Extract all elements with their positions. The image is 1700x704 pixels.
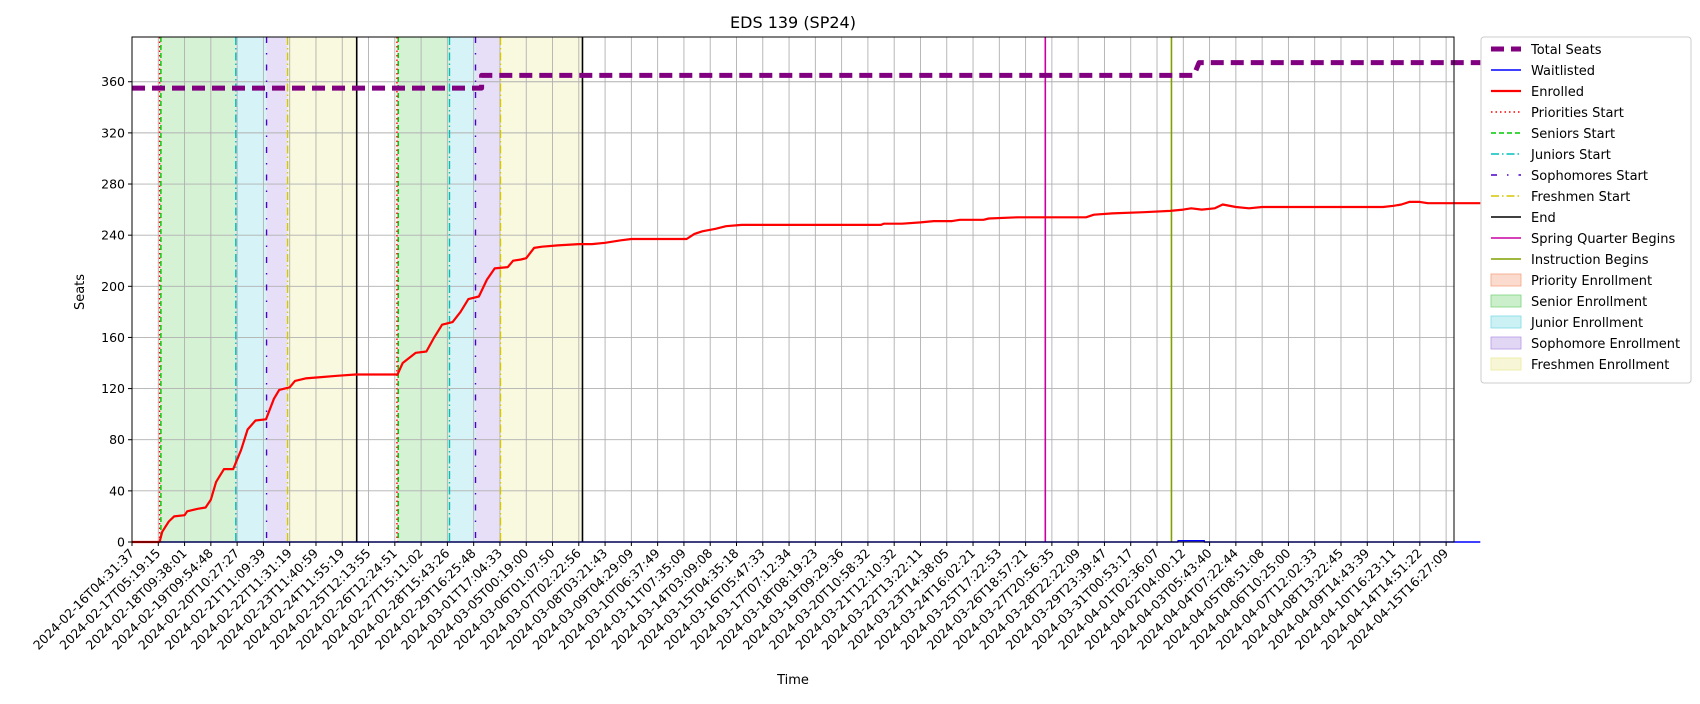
chart-title: EDS 139 (SP24): [730, 13, 856, 32]
seniors-start-legend-label: Seniors Start: [1531, 127, 1615, 142]
sophomore-enrollment-region: [266, 37, 288, 542]
total-seats-legend-label: Total Seats: [1530, 43, 1602, 58]
instruction-begins-legend-label: Instruction Begins: [1531, 253, 1649, 268]
x-axis-ticks: 2024-02-16T04:31:372024-02-17T05:19:1520…: [30, 542, 1451, 653]
priorities-start-legend-label: Priorities Start: [1531, 106, 1624, 121]
priority-enrollment-legend-label: Priority Enrollment: [1531, 274, 1652, 289]
y-tick-label: 80: [109, 432, 125, 447]
junior-enrollment-region: [449, 37, 476, 542]
senior-enrollment-region: [160, 37, 236, 542]
legend: Total Seats Waitlisted Enrolled Priorities …: [1480, 36, 1692, 384]
junior-enrollment-region: [235, 37, 267, 542]
total-seats-series-line: [132, 60, 1481, 91]
y-tick-label: 0: [117, 535, 125, 550]
y-tick-label: 160: [101, 330, 125, 345]
freshmen-enrollment-legend-label: Freshmen Enrollment: [1531, 358, 1669, 373]
senior-enrollment-legend-swatch: [1490, 294, 1522, 308]
freshmen-enrollment-region: [287, 37, 357, 542]
y-tick-label: 120: [101, 381, 125, 396]
sophomore-enrollment-legend-swatch: [1490, 336, 1522, 350]
y-tick-label: 320: [101, 125, 125, 140]
priority-enrollment-legend-swatch: [1490, 273, 1522, 287]
y-tick-label: 40: [109, 483, 125, 498]
sophomore-enrollment-region: [475, 37, 501, 542]
legend-box: [1480, 36, 1692, 384]
senior-enrollment-legend-label: Senior Enrollment: [1531, 295, 1647, 310]
x-axis-label: Time: [776, 673, 809, 688]
y-tick-label: 280: [101, 177, 125, 192]
juniors-start-legend-label: Juniors Start: [1530, 148, 1611, 163]
junior-enrollment-legend-swatch: [1490, 315, 1522, 329]
plot-frame: [131, 36, 1455, 543]
freshmen-start-legend-label: Freshmen Start: [1531, 190, 1630, 205]
y-axis-ticks: 0 40 80 120 160 200 240 280 320 360: [101, 74, 132, 550]
sophomore-enrollment-legend-label: Sophomore Enrollment: [1531, 337, 1680, 352]
y-tick-label: 240: [101, 228, 125, 243]
y-tick-label: 360: [101, 74, 125, 89]
end-legend-label: End: [1531, 211, 1556, 226]
shaded-regions: [159, 37, 583, 542]
freshmen-enrollment-region: [500, 37, 583, 542]
enrolled-series-line: [132, 200, 1481, 544]
senior-enrollment-region: [398, 37, 450, 542]
waitlisted-legend-label: Waitlisted: [1531, 64, 1595, 79]
freshmen-enrollment-legend-swatch: [1490, 357, 1522, 371]
spring-quarter-begins-legend-label: Spring Quarter Begins: [1531, 232, 1675, 247]
junior-enrollment-legend-label: Junior Enrollment: [1530, 316, 1643, 331]
vertical-markers: [158, 37, 1173, 542]
enrolled-legend-label: Enrolled: [1531, 85, 1584, 100]
y-tick-label: 200: [101, 279, 125, 294]
sophomores-start-legend-label: Sophomores Start: [1531, 169, 1648, 184]
y-axis-label: Seats: [73, 274, 88, 310]
